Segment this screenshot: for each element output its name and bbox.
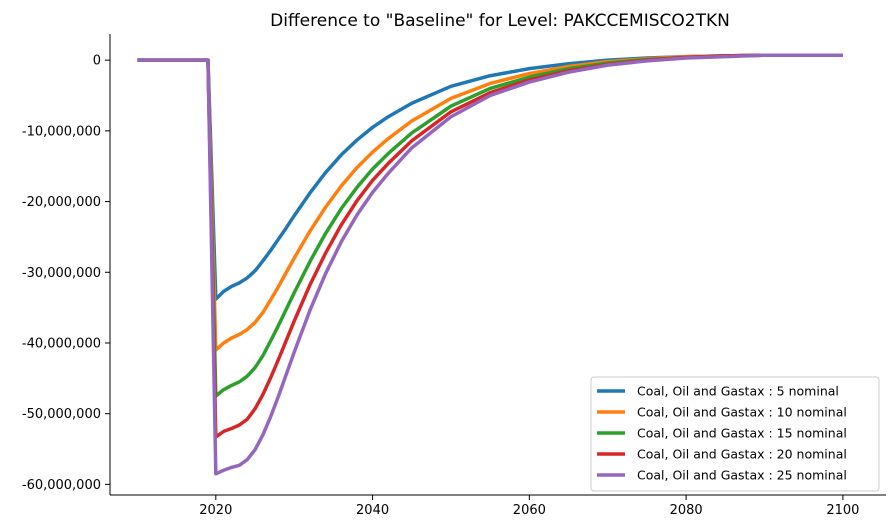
x-axis: 2020 2040 2060 2080 2100: [199, 495, 859, 518]
series-line-5: [137, 53, 843, 476]
y-tick-label: -20,000,000: [22, 195, 101, 210]
legend-label-3: Coal, Oil and Gastax : 15 nominal: [637, 426, 847, 441]
y-tick-label: -40,000,000: [22, 336, 101, 351]
y-tick-label: 0: [93, 54, 101, 69]
axis-spines: [109, 34, 886, 496]
chart-title: Difference to "Baseline" for Level: PAKC…: [270, 11, 730, 31]
y-tick-label: -50,000,000: [22, 407, 101, 422]
legend-label-2: Coal, Oil and Gastax : 10 nominal: [637, 405, 847, 420]
series-lines: [137, 53, 843, 476]
x-tick-label: 2040: [356, 503, 389, 518]
y-axis: 0 -10,000,000 -20,000,000 -30,000,000 -40,00…: [22, 54, 110, 493]
y-tick-label: -10,000,000: [22, 124, 101, 139]
x-tick-label: 2060: [513, 503, 546, 518]
legend-label-5: Coal, Oil and Gastax : 25 nominal: [637, 468, 847, 483]
x-tick-label: 2100: [826, 503, 859, 518]
series-line-3: [137, 53, 843, 398]
series-line-2: [137, 53, 843, 352]
x-tick-label: 2020: [199, 503, 232, 518]
y-tick-label: -30,000,000: [22, 266, 101, 281]
legend-label-4: Coal, Oil and Gastax : 20 nominal: [637, 447, 847, 462]
legend-box: [590, 376, 880, 492]
legend: Coal, Oil and Gastax : 5 nominal Coal, Oi…: [590, 376, 880, 492]
x-tick-label: 2080: [670, 503, 703, 518]
legend-label-1: Coal, Oil and Gastax : 5 nominal: [637, 384, 839, 399]
y-tick-label: -60,000,000: [22, 478, 101, 493]
